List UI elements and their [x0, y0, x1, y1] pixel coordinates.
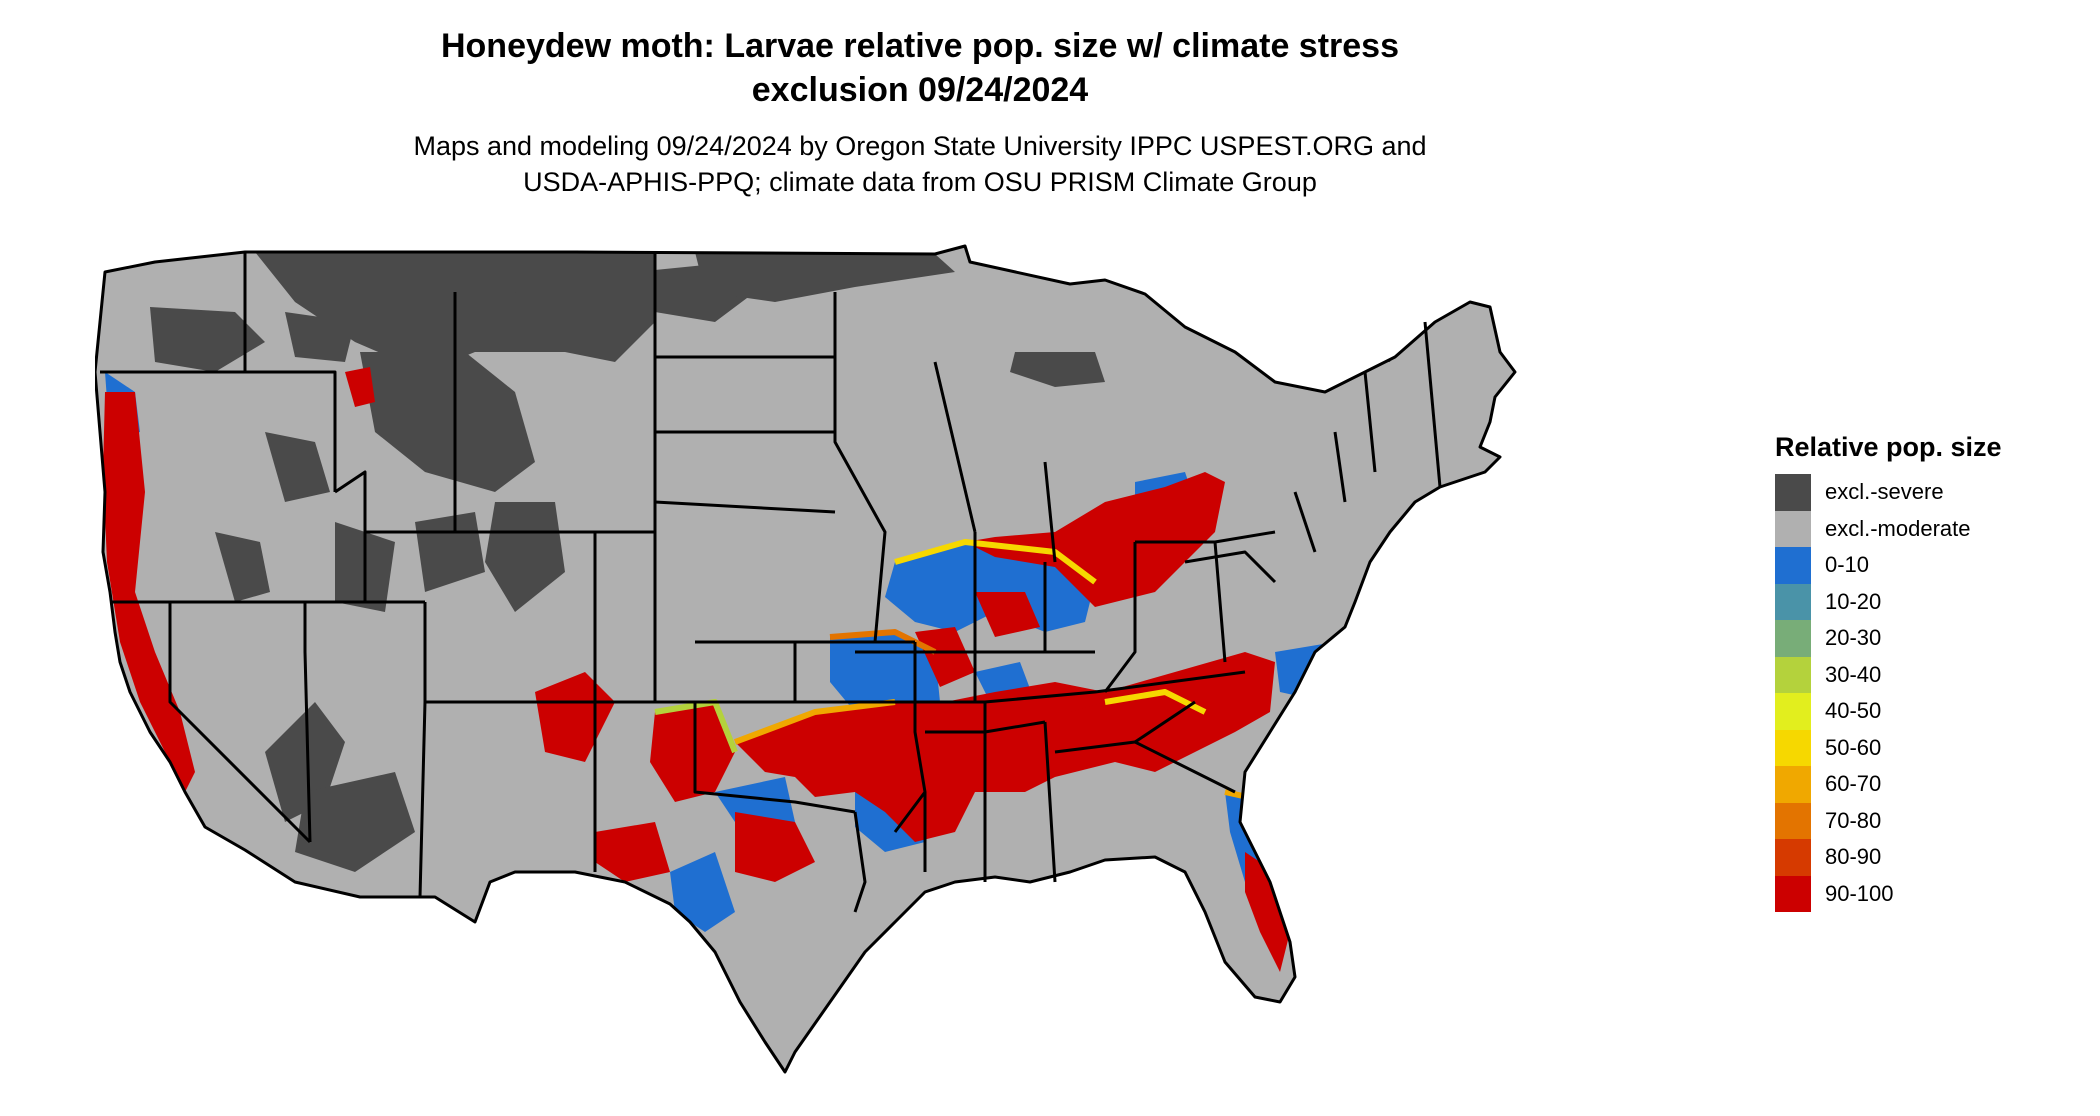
legend-item: 70-80	[1775, 802, 2075, 839]
map-title-line-1: Honeydew moth: Larvae relative pop. size…	[440, 27, 1399, 65]
regions-excl-severe	[150, 252, 1405, 872]
legend-item: 60-70	[1775, 766, 2075, 803]
map-legend: Relative pop. size excl.-severe excl.-mod…	[1775, 430, 2075, 912]
legend-label: 40-50	[1825, 698, 1882, 724]
legend-label: 60-70	[1825, 771, 1882, 797]
state-boundaries	[95, 244, 1517, 1074]
legend-label: 80-90	[1825, 844, 1882, 870]
map-subtitle-line-1: Maps and modeling 09/24/2024 by Oregon S…	[413, 131, 1427, 161]
legend-swatch	[1775, 693, 1811, 730]
legend-label: excl.-severe	[1825, 479, 1944, 505]
legend-item: 40-50	[1775, 693, 2075, 730]
legend-label: excl.-moderate	[1825, 515, 1971, 541]
legend-title: Relative pop. size	[1775, 432, 2002, 462]
legend-swatch	[1775, 474, 1811, 511]
regions-90-100	[103, 367, 1290, 972]
map-subtitle-line-2: USDA-APHIS-PPQ; climate data from OSU PR…	[523, 167, 1317, 197]
legend-label: 50-60	[1825, 734, 1882, 760]
legend-swatch	[1775, 839, 1811, 876]
legend-swatch	[1775, 656, 1811, 693]
legend-item: 90-100	[1775, 875, 2075, 912]
legend-item: 80-90	[1775, 839, 2075, 876]
legend-label: 0-10	[1825, 552, 1870, 578]
legend-label: 20-30	[1825, 625, 1882, 651]
legend-item: excl.-severe	[1775, 474, 2075, 511]
legend-label: 90-100	[1825, 880, 1894, 906]
legend-swatch	[1775, 875, 1811, 912]
legend-swatch	[1775, 620, 1811, 657]
legend-item: 0-10	[1775, 547, 2075, 584]
legend-label: 70-80	[1825, 807, 1882, 833]
map-data-layer	[95, 246, 1515, 1072]
us-risk-map	[95, 244, 1517, 1074]
legend-item: 50-60	[1775, 729, 2075, 766]
legend-swatch	[1775, 547, 1811, 584]
legend-item: excl.-moderate	[1775, 510, 2075, 547]
legend-label: 30-40	[1825, 661, 1882, 687]
legend-item: 30-40	[1775, 656, 2075, 693]
legend-item: 10-20	[1775, 583, 2075, 620]
legend-swatch	[1775, 583, 1811, 620]
legend-label: 10-20	[1825, 588, 1882, 614]
legend-swatch	[1775, 729, 1811, 766]
legend-swatch	[1775, 766, 1811, 803]
legend-item: 20-30	[1775, 620, 2075, 657]
map-title-line-2: exclusion 09/24/2024	[751, 71, 1089, 109]
legend-swatch	[1775, 802, 1811, 839]
legend-items: excl.-severe excl.-moderate 0-10 10-20 20-30…	[1775, 474, 2075, 912]
legend-swatch	[1775, 510, 1811, 547]
